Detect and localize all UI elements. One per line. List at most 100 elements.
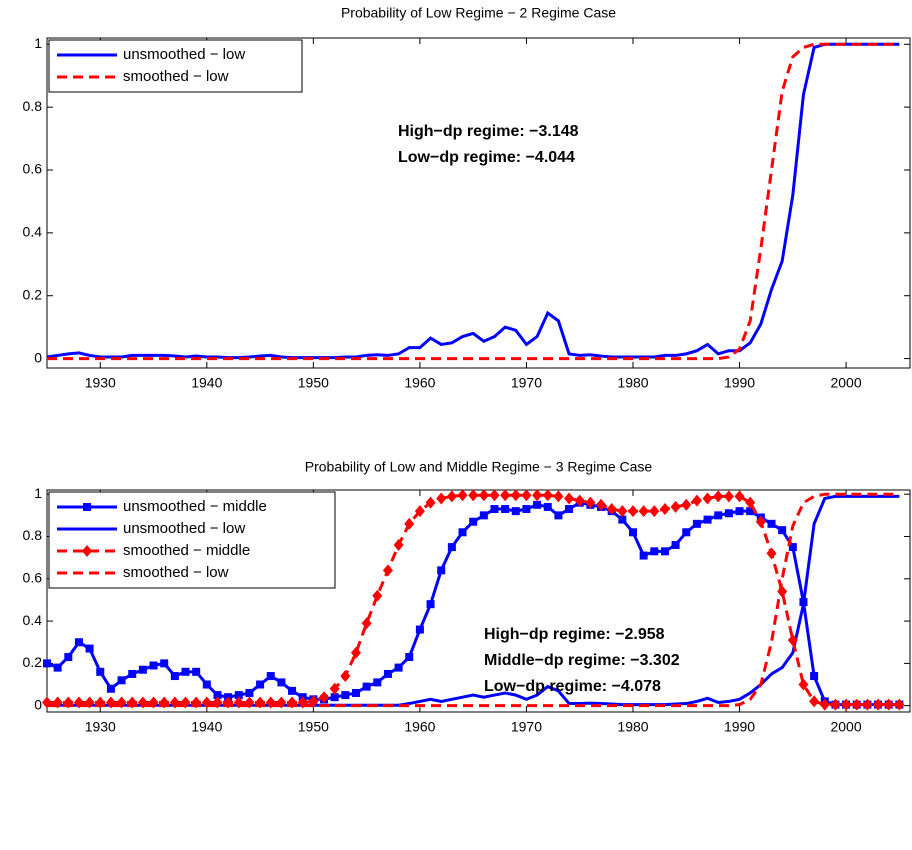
marker bbox=[245, 688, 254, 697]
marker bbox=[340, 670, 351, 683]
y-tick-label: 0.6 bbox=[23, 161, 43, 177]
x-tick-label: 2000 bbox=[830, 375, 861, 391]
marker bbox=[692, 519, 701, 528]
marker bbox=[798, 678, 809, 691]
y-tick-label: 0.8 bbox=[23, 98, 43, 114]
marker bbox=[447, 543, 456, 552]
marker bbox=[660, 547, 669, 556]
marker bbox=[192, 667, 201, 676]
marker bbox=[128, 669, 137, 678]
marker bbox=[394, 663, 403, 672]
marker bbox=[489, 489, 500, 502]
marker bbox=[490, 505, 499, 514]
y-tick-label: 0.2 bbox=[23, 654, 43, 670]
chart-title: Probability of Low and Middle Regime − 3… bbox=[305, 459, 653, 475]
marker bbox=[787, 634, 798, 647]
marker bbox=[755, 515, 766, 528]
legend-label: smoothed − low bbox=[123, 68, 229, 85]
marker bbox=[181, 667, 190, 676]
marker bbox=[361, 617, 372, 630]
marker bbox=[437, 566, 446, 575]
marker bbox=[894, 698, 905, 711]
marker bbox=[82, 545, 92, 557]
marker bbox=[618, 515, 627, 524]
x-tick-label: 1930 bbox=[85, 719, 116, 735]
marker bbox=[745, 496, 756, 509]
x-tick-label: 1960 bbox=[404, 375, 435, 391]
marker bbox=[393, 538, 404, 551]
marker bbox=[554, 511, 563, 520]
marker bbox=[457, 489, 468, 502]
marker bbox=[362, 682, 371, 691]
y-tick-label: 0.2 bbox=[23, 286, 43, 302]
marker bbox=[479, 511, 488, 520]
marker bbox=[670, 500, 681, 513]
marker bbox=[682, 528, 691, 537]
marker bbox=[234, 691, 243, 700]
marker bbox=[883, 698, 894, 711]
marker bbox=[649, 505, 660, 518]
marker bbox=[382, 564, 393, 577]
marker bbox=[659, 503, 670, 516]
marker bbox=[628, 528, 637, 537]
marker bbox=[415, 625, 424, 634]
marker bbox=[691, 494, 702, 507]
marker bbox=[714, 511, 723, 520]
legend-box bbox=[48, 39, 303, 93]
marker bbox=[713, 490, 724, 503]
marker bbox=[468, 489, 479, 502]
marker bbox=[458, 528, 467, 537]
marker bbox=[734, 490, 745, 503]
x-tick-label: 1950 bbox=[298, 375, 329, 391]
marker bbox=[564, 492, 575, 505]
annotation: High−dp regime: −2.958 bbox=[484, 626, 665, 643]
marker bbox=[746, 507, 755, 516]
y-tick-label: 1 bbox=[34, 485, 42, 501]
marker bbox=[767, 519, 776, 528]
marker bbox=[735, 507, 744, 516]
marker bbox=[543, 502, 552, 511]
marker bbox=[501, 505, 510, 514]
marker bbox=[53, 663, 62, 672]
x-tick-label: 1940 bbox=[191, 719, 222, 735]
marker bbox=[64, 653, 73, 662]
chart-title: Probability of Low Regime − 2 Regime Cas… bbox=[341, 5, 616, 21]
y-tick-label: 0.4 bbox=[23, 612, 43, 628]
marker bbox=[542, 489, 553, 502]
marker bbox=[43, 659, 51, 668]
marker bbox=[446, 490, 457, 503]
marker bbox=[266, 672, 275, 681]
legend-label: unsmoothed − middle bbox=[123, 498, 267, 515]
x-tick-label: 1990 bbox=[724, 375, 755, 391]
marker bbox=[585, 496, 596, 509]
marker bbox=[106, 684, 115, 693]
marker bbox=[426, 600, 435, 609]
marker bbox=[213, 691, 222, 700]
marker bbox=[500, 489, 511, 502]
marker bbox=[841, 698, 852, 711]
marker bbox=[639, 551, 648, 560]
series-line bbox=[47, 42, 900, 361]
marker bbox=[702, 492, 713, 505]
annotation: Low−dp regime: −4.078 bbox=[484, 678, 661, 695]
marker bbox=[373, 678, 382, 687]
marker bbox=[511, 507, 520, 516]
marker bbox=[469, 517, 478, 526]
marker bbox=[74, 638, 83, 647]
marker bbox=[288, 686, 297, 695]
marker bbox=[565, 505, 574, 514]
marker bbox=[319, 691, 330, 704]
marker bbox=[617, 505, 628, 518]
x-tick-label: 1980 bbox=[617, 719, 648, 735]
legend-label: unsmoothed − low bbox=[123, 46, 245, 63]
marker bbox=[596, 498, 607, 511]
marker bbox=[574, 494, 585, 507]
annotation: Middle−dp regime: −3.302 bbox=[484, 652, 680, 669]
marker bbox=[532, 489, 543, 502]
marker bbox=[329, 682, 340, 695]
marker bbox=[330, 693, 339, 702]
x-tick-label: 1980 bbox=[617, 375, 648, 391]
marker bbox=[414, 505, 425, 518]
marker bbox=[851, 698, 862, 711]
